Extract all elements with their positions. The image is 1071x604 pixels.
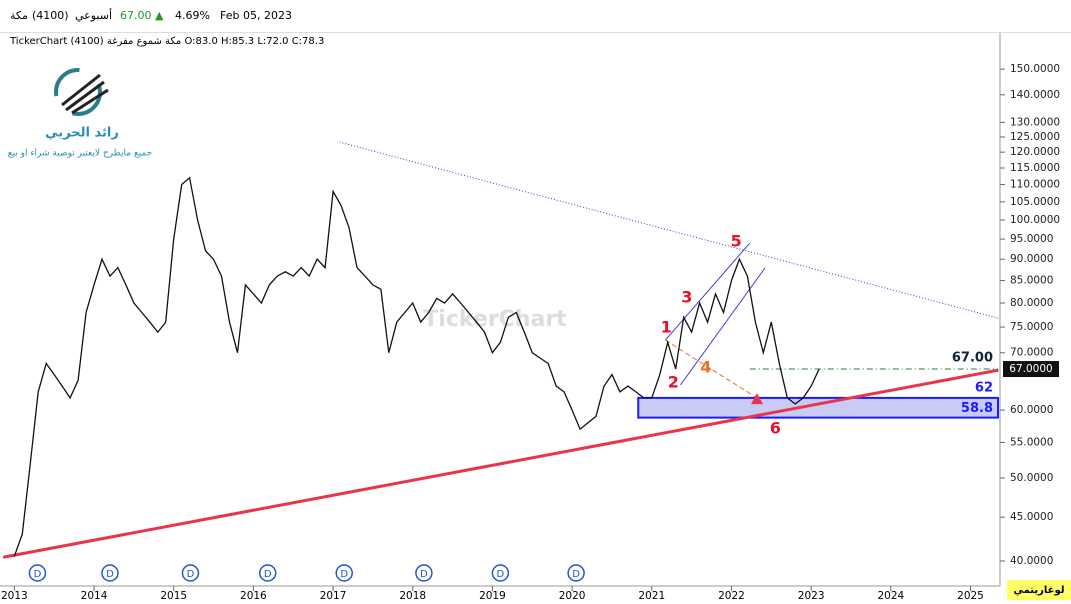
wave-label: 6 (770, 419, 781, 438)
x-tick-label: 2017 (320, 590, 347, 602)
x-tick-label: 2022 (718, 590, 745, 602)
y-tick-label: 80.0000 (1010, 297, 1053, 309)
y-tick-label: 90.0000 (1010, 253, 1053, 265)
y-tick-label: 105.0000 (1010, 196, 1060, 208)
chart-info: TickerChart مكة شموع مفرغة (4100) O:83.0… (9, 36, 324, 47)
author: رائد الحربي (45, 126, 119, 141)
dividend-marker (101, 564, 119, 582)
x-tick-label: 2014 (81, 590, 108, 602)
up-arrow: ▲ (155, 9, 164, 22)
x-tick-label: 2020 (559, 590, 586, 602)
last-price-tag (1003, 361, 1059, 378)
dividend-marker (28, 564, 47, 582)
dividend-label: D (340, 569, 348, 580)
y-tick-label: 110.0000 (1010, 179, 1060, 191)
dividend-label: D (420, 569, 428, 580)
logo (54, 68, 109, 116)
y-tick-label: 60.0000 (1010, 404, 1053, 416)
dividend-label: D (187, 569, 195, 580)
x-tick-label: 2018 (399, 590, 426, 602)
wave-label: 5 (731, 232, 742, 251)
target-marker (750, 393, 763, 405)
y-tick-label: 125.0000 (1010, 131, 1060, 143)
change: 4.69% (175, 9, 210, 22)
y-tick-label: 130.0000 (1010, 116, 1060, 128)
dividend-label: D (264, 569, 272, 580)
wave-label: 2 (668, 373, 679, 392)
x-tick-label: 2016 (240, 590, 267, 602)
zone-label: 58.8 (961, 401, 993, 416)
wave-label: 1 (661, 318, 672, 337)
scale-badge (1007, 580, 1071, 600)
wave-label: 4 (700, 357, 711, 376)
x-tick-label: 2013 (1, 590, 28, 602)
dividend-marker (258, 564, 277, 582)
x-tick-label: 2025 (957, 590, 984, 602)
y-tick-label: 140.0000 (1010, 89, 1060, 101)
y-tick-label: 120.0000 (1010, 146, 1060, 158)
x-tick-label: 2019 (479, 590, 506, 602)
dividend-label: D (34, 569, 42, 580)
x-tick-label: 2024 (877, 590, 904, 602)
trendline (2, 368, 999, 559)
code: (4100) (32, 9, 69, 22)
dividend-marker (567, 564, 585, 582)
x-tick-label: 2015 (160, 590, 187, 602)
y-tick-label: 40.0000 (1010, 555, 1053, 567)
price: 67.00 (120, 9, 152, 22)
y-tick-label: 85.0000 (1010, 274, 1053, 286)
y-tick-label: 150.0000 (1010, 63, 1060, 75)
y-axis-panel (1000, 33, 1071, 586)
level-label: 67.00 (952, 351, 993, 366)
dividend-label: D (106, 569, 114, 580)
dividend-label: D (572, 569, 580, 580)
trendline (664, 242, 751, 341)
y-tick-label: 50.0000 (1010, 472, 1053, 484)
zone-label: 62 (975, 380, 993, 395)
header-bar: مكة (4100) أسبوعي 67.00 ▲ 4.69% Feb 05, … (0, 0, 1071, 33)
trendline (680, 267, 766, 386)
date: Feb 05, 2023 (220, 9, 292, 22)
y-tick-label: 100.0000 (1010, 214, 1060, 226)
x-tick-label: 2021 (638, 590, 665, 602)
support-zone (637, 396, 999, 419)
y-tick-label: 55.0000 (1010, 436, 1053, 448)
logo-arrows (61, 73, 109, 115)
trendline (339, 141, 999, 319)
scale-label: لوغاريتمي (1013, 585, 1064, 596)
price-line (13, 176, 820, 557)
x-tick-label: 2023 (798, 590, 825, 602)
dividend-marker (415, 564, 433, 582)
y-tick-label: 45.0000 (1010, 511, 1053, 523)
dividend-marker (335, 564, 353, 582)
last-price-label: 67.0000 (1009, 363, 1052, 375)
dividend-marker (491, 564, 510, 582)
logo-ring (54, 68, 102, 116)
symbol: مكة (10, 9, 28, 22)
dividend-label: D (497, 569, 505, 580)
y-tick-label: 75.0000 (1010, 321, 1053, 333)
disclaimer: جميع مايطرح لايعتبر توصية شراء او بيع (8, 149, 152, 159)
y-tick-label: 70.0000 (1010, 347, 1053, 359)
watermark: TickerChart (423, 307, 567, 332)
dividend-marker (181, 564, 200, 582)
period: أسبوعي (75, 9, 113, 22)
y-tick-label: 95.0000 (1010, 233, 1053, 245)
trendline (665, 339, 758, 399)
y-tick-label: 115.0000 (1010, 162, 1060, 174)
wave-label: 3 (681, 287, 692, 306)
